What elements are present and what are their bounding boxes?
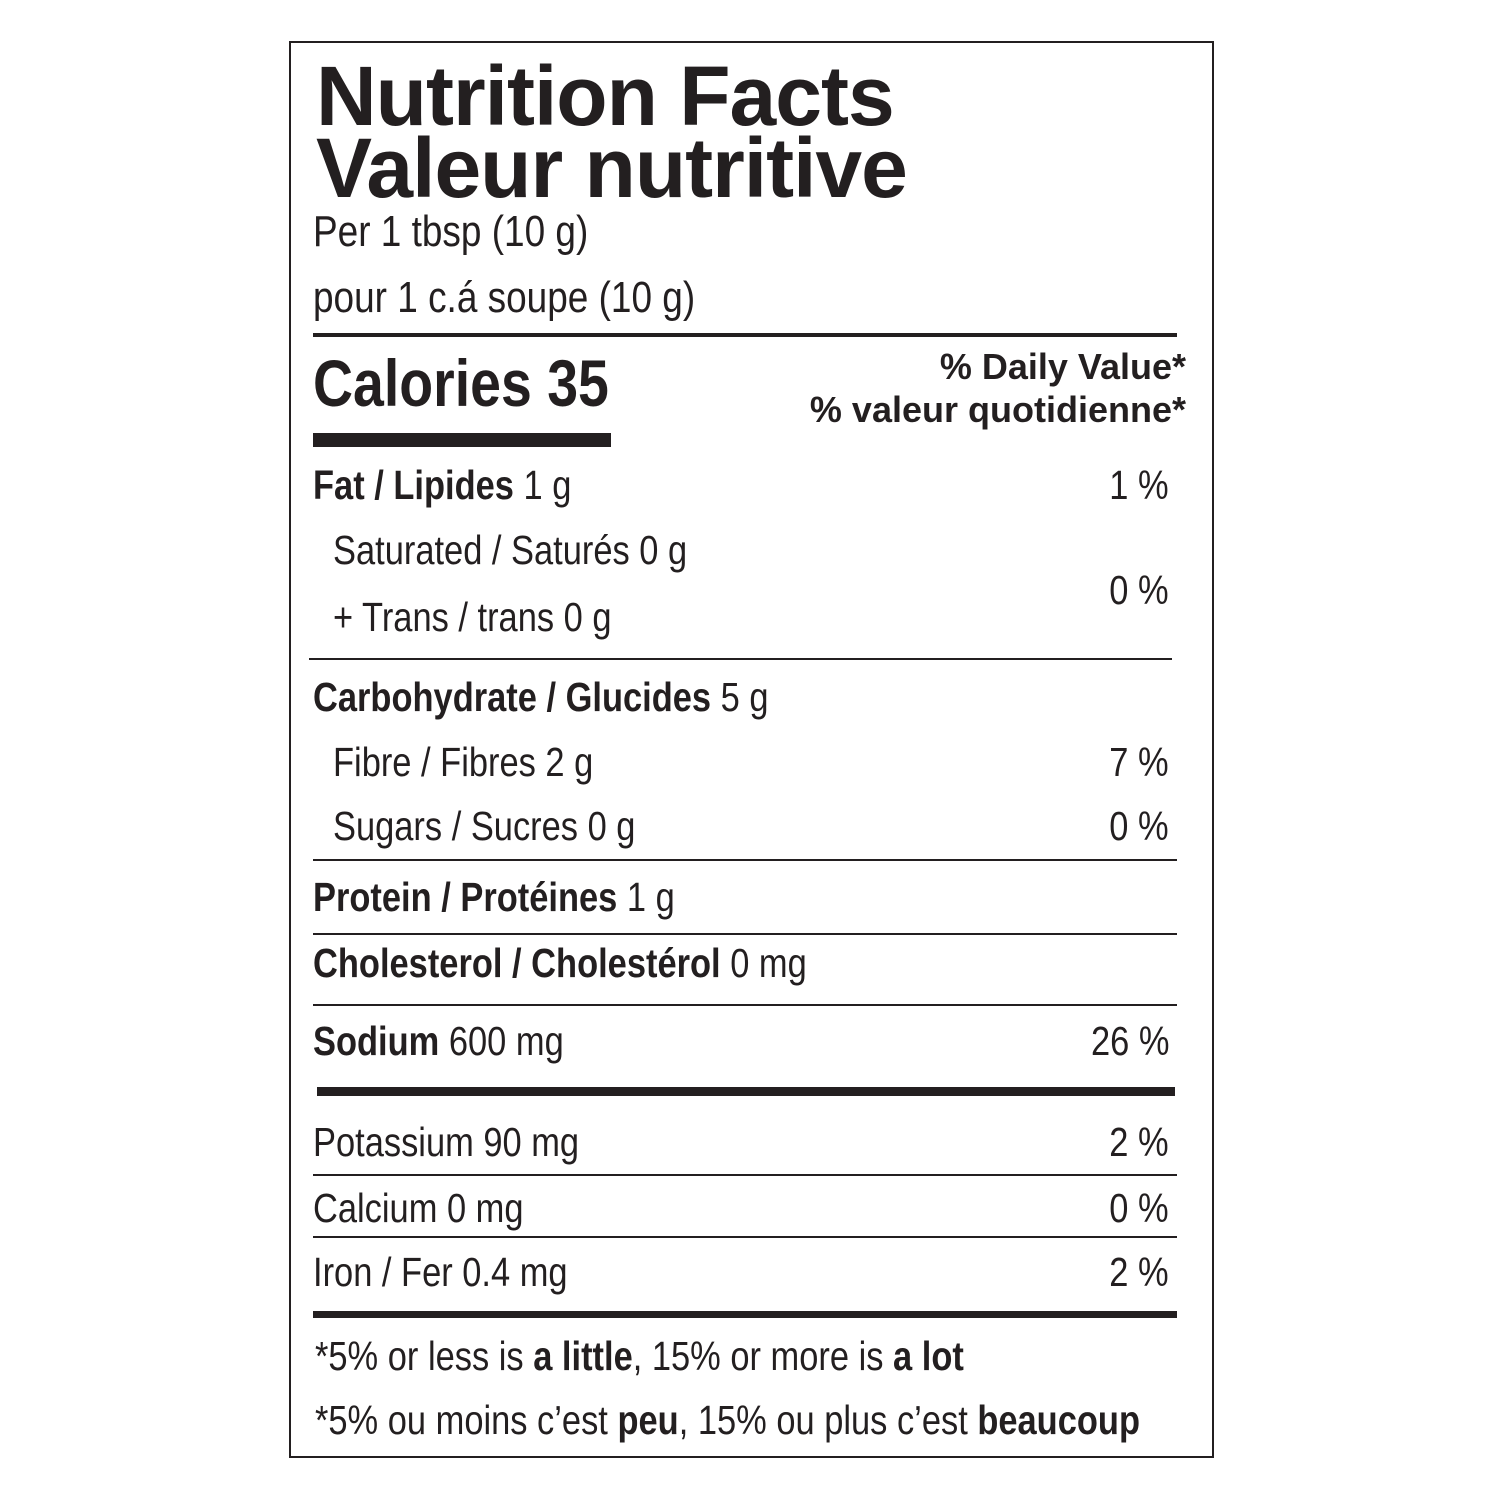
iron-dv: 2 % [1109,1249,1169,1295]
potassium-dv: 2 % [1109,1119,1169,1165]
nutrition-facts-panel [289,41,1214,1458]
title-en: Nutrition Facts [316,49,895,143]
fibre-dv: 7 % [1109,739,1169,785]
calcium-dv: 0 % [1109,1185,1169,1231]
divider [313,1236,1177,1238]
potassium-row: Potassium 90 mg [313,1119,580,1165]
divider [313,933,1177,935]
sodium-dv: 26 % [1090,1018,1169,1064]
cholesterol-row: Cholesterol / Cholestérol 0 mg [313,940,807,986]
iron-row: Iron / Fer 0.4 mg [313,1249,568,1295]
divider [313,1004,1177,1006]
divider [313,1174,1177,1176]
fibre-row: Fibre / Fibres 2 g [333,739,594,785]
saturated-row: Saturated / Saturés 0 g [333,527,688,573]
serving-size-en: Per 1 tbsp (10 g) [313,207,589,256]
footnote-en: *5% or less is a little, 15% or more is … [315,1333,964,1379]
trans-row: + Trans / trans 0 g [333,594,612,640]
footnote-fr: *5% ou moins c’est peu, 15% ou plus c’es… [315,1397,1140,1443]
title-fr: Valeur nutritive [316,121,908,215]
daily-value-header-fr: % valeur quotidienne* [809,389,1186,430]
saturated-trans-dv: 0 % [1109,567,1169,613]
fat-row: Fat / Lipides 1 g [313,462,572,508]
divider [313,859,1177,861]
sugars-dv: 0 % [1109,803,1169,849]
divider-thick [313,1311,1177,1318]
divider-thick [313,433,611,447]
calories: Calories 35 [313,346,609,420]
fat-dv: 1 % [1109,462,1169,508]
divider [313,333,1177,337]
daily-value-header-en: % Daily Value* [939,346,1186,387]
sugars-row: Sugars / Sucres 0 g [333,803,636,849]
divider [309,658,1172,660]
divider-thick [317,1087,1175,1096]
calcium-row: Calcium 0 mg [313,1185,524,1231]
serving-size-fr: pour 1 c.á soupe (10 g) [313,273,696,322]
protein-row: Protein / Protéines 1 g [313,874,675,920]
sodium-row: Sodium 600 mg [313,1018,564,1064]
carbohydrate-row: Carbohydrate / Glucides 5 g [313,674,769,720]
